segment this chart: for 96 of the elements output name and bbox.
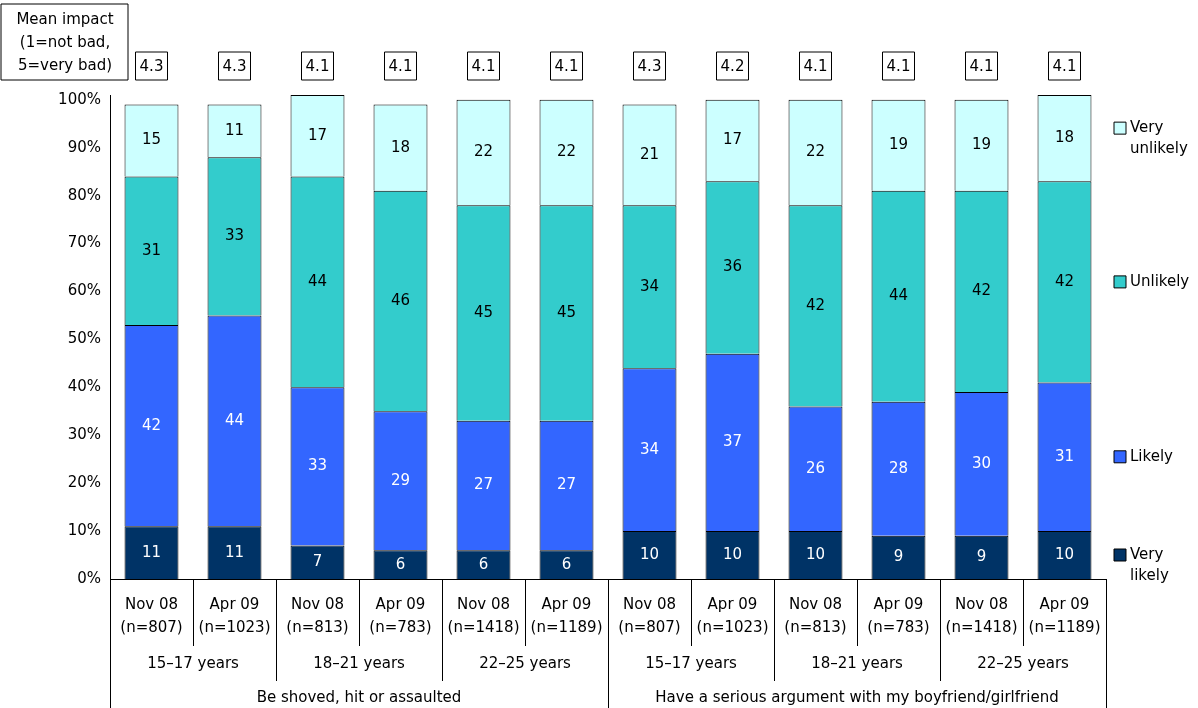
y-tick-label: 50% [67, 329, 101, 348]
data-label: 11 [224, 120, 245, 139]
data-label: 18 [1054, 128, 1075, 147]
text: 4.1 [471, 56, 496, 75]
data-label: 10 [639, 544, 660, 563]
text: 22–25 years [479, 653, 572, 672]
data-label: 22 [473, 142, 494, 161]
data-label: 6 [561, 554, 572, 573]
y-tick-label: 30% [67, 425, 101, 444]
data-label: 28 [888, 458, 909, 477]
text: 4.3 [637, 56, 662, 75]
y-tick-label: 80% [67, 185, 101, 204]
x-tick-label: Nov 08 (n=813) [286, 594, 349, 636]
text: Have a serious argument with my boyfriend/girlfriend [655, 687, 1059, 706]
text: 4.1 [305, 56, 330, 75]
data-label: 37 [722, 432, 743, 451]
text: 4.1 [803, 56, 828, 75]
data-label: 10 [1054, 544, 1075, 563]
legend-label: Very likely [1130, 544, 1169, 584]
data-label: 9 [893, 547, 904, 566]
data-label: 10 [722, 544, 743, 563]
text: 15–17 years [645, 653, 738, 672]
data-label: 10 [805, 544, 826, 563]
x-tick-label: Nov 08 (n=1418) [447, 594, 520, 636]
y-tick-label: 100% [58, 89, 101, 108]
text: 15–17 years [147, 653, 240, 672]
data-label: 33 [307, 456, 328, 475]
text: 4.1 [1052, 56, 1077, 75]
data-label: 27 [556, 475, 577, 494]
data-label: 15 [141, 130, 162, 149]
y-tick-label: 0% [77, 568, 101, 587]
y-tick-label: 20% [67, 473, 101, 492]
x-tick-label: Nov 08 (n=807) [120, 594, 183, 636]
text: 4.1 [969, 56, 994, 75]
data-label: 31 [141, 240, 162, 259]
data-label: 19 [971, 135, 992, 154]
text: 4.2 [720, 56, 745, 75]
data-label: 6 [395, 554, 406, 573]
data-label: 22 [805, 142, 826, 161]
y-tick-label: 10% [67, 520, 101, 539]
data-label: 29 [390, 470, 411, 489]
text: Mean impact (1=not bad, 5=very bad) [16, 9, 114, 74]
data-label: 36 [722, 257, 743, 276]
x-tick-label: Apr 09 (n=1023) [198, 594, 271, 636]
data-label: 42 [971, 281, 992, 300]
data-label: 45 [473, 302, 494, 321]
x-tick-label: Nov 08 (n=813) [784, 594, 847, 636]
text: 4.1 [388, 56, 413, 75]
data-label: 27 [473, 475, 494, 494]
text: 22–25 years [977, 653, 1070, 672]
data-label: 46 [390, 290, 411, 309]
text: 4.3 [222, 56, 247, 75]
text: 4.3 [139, 56, 164, 75]
data-label: 34 [639, 276, 660, 295]
data-label: 45 [556, 302, 577, 321]
data-label: 22 [556, 142, 577, 161]
x-tick-label: Apr 09 (n=783) [867, 594, 930, 636]
data-label: 33 [224, 226, 245, 245]
data-label: 7 [312, 552, 323, 571]
y-tick-label: 60% [67, 281, 101, 300]
text: 18–21 years [313, 653, 406, 672]
data-label: 42 [805, 295, 826, 314]
x-tick-label: Apr 09 (n=1189) [1028, 594, 1101, 636]
data-label: 44 [224, 410, 245, 429]
text: 18–21 years [811, 653, 904, 672]
x-tick-label: Apr 09 (n=1023) [696, 594, 769, 636]
data-label: 6 [478, 554, 489, 573]
data-label: 34 [639, 439, 660, 458]
data-label: 17 [722, 130, 743, 149]
data-label: 21 [639, 144, 660, 163]
data-label: 18 [390, 137, 411, 156]
text: Be shoved, hit or assaulted [256, 687, 462, 706]
y-tick-label: 40% [67, 377, 101, 396]
data-label: 44 [307, 271, 328, 290]
x-tick-label: Nov 08 (n=1418) [945, 594, 1018, 636]
data-label: 42 [141, 415, 162, 434]
data-label: 42 [1054, 271, 1075, 290]
text: 4.1 [886, 56, 911, 75]
legend-label: Unlikely [1130, 271, 1190, 290]
data-label: 19 [888, 135, 909, 154]
data-label: 31 [1054, 446, 1075, 465]
x-tick-label: Apr 09 (n=1189) [530, 594, 603, 636]
data-label: 9 [976, 547, 987, 566]
x-tick-label: Apr 09 (n=783) [369, 594, 432, 636]
y-tick-label: 70% [67, 233, 101, 252]
data-label: 11 [224, 542, 245, 561]
data-label: 30 [971, 453, 992, 472]
data-label: 11 [141, 542, 162, 561]
data-label: 26 [805, 458, 826, 477]
x-tick-label: Nov 08 (n=807) [618, 594, 681, 636]
text: 4.1 [554, 56, 579, 75]
legend-label: Very unlikely [1130, 118, 1188, 158]
data-label: 44 [888, 286, 909, 305]
legend-label: Likely [1130, 446, 1174, 465]
y-tick-label: 90% [67, 137, 101, 156]
data-label: 17 [307, 125, 328, 144]
